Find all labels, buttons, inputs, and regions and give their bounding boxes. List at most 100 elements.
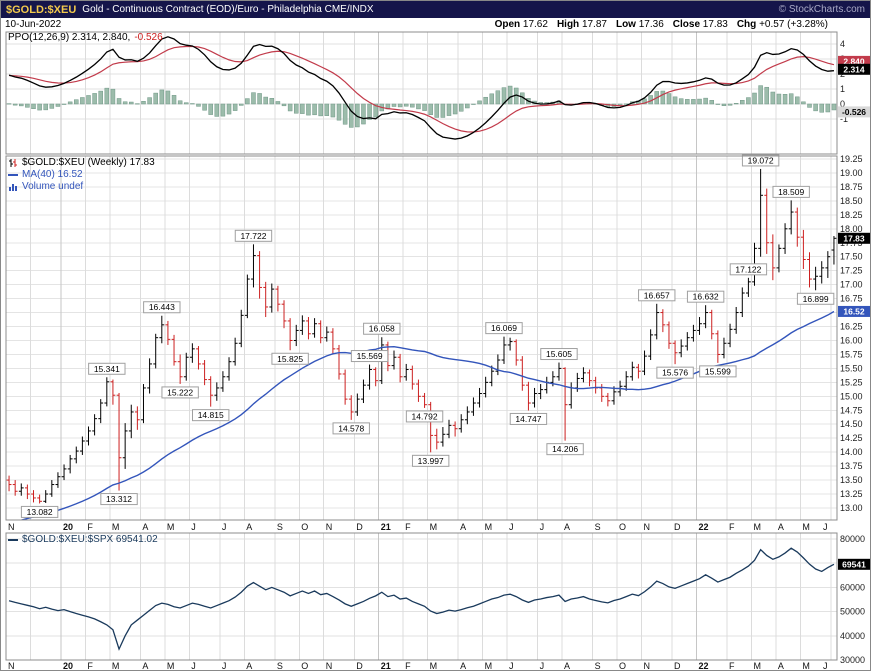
svg-text:J: J <box>540 661 545 671</box>
svg-text:15.75: 15.75 <box>840 349 863 359</box>
svg-text:2.314: 2.314 <box>843 64 865 74</box>
svg-text:A: A <box>246 522 252 532</box>
svg-text:14.75: 14.75 <box>840 405 863 415</box>
svg-text:D: D <box>674 661 681 671</box>
svg-text:14.578: 14.578 <box>338 423 364 433</box>
svg-text:17.122: 17.122 <box>735 264 761 274</box>
svg-text:N: N <box>643 661 650 671</box>
svg-text:13.25: 13.25 <box>840 489 863 499</box>
svg-text:A: A <box>460 661 466 671</box>
svg-text:18.00: 18.00 <box>840 224 863 234</box>
svg-text:M: M <box>167 522 175 532</box>
svg-text:18.50: 18.50 <box>840 196 863 206</box>
svg-text:-1: -1 <box>840 114 848 124</box>
svg-text:1: 1 <box>840 84 845 94</box>
svg-text:16.25: 16.25 <box>840 322 863 332</box>
quote-close: Close 17.83 <box>672 19 728 30</box>
svg-text:15.576: 15.576 <box>662 368 688 378</box>
svg-text:J: J <box>823 661 828 671</box>
svg-text:13.082: 13.082 <box>27 507 53 517</box>
svg-text:18.509: 18.509 <box>778 187 804 197</box>
svg-text:16.069: 16.069 <box>491 323 517 333</box>
svg-text:J: J <box>823 522 828 532</box>
svg-text:14.00: 14.00 <box>840 447 863 457</box>
svg-text:15.599: 15.599 <box>705 366 731 376</box>
svg-text:18.25: 18.25 <box>840 210 863 220</box>
svg-text:S: S <box>595 661 601 671</box>
svg-text:16.52: 16.52 <box>843 306 865 316</box>
svg-text:J: J <box>509 522 514 532</box>
svg-text:J: J <box>509 661 514 671</box>
svg-text:M: M <box>112 661 120 671</box>
svg-text:16.00: 16.00 <box>840 335 863 345</box>
svg-text:F: F <box>729 522 735 532</box>
svg-text:M: M <box>753 522 761 532</box>
svg-text:13.312: 13.312 <box>106 494 132 504</box>
svg-text:21: 21 <box>381 522 391 532</box>
stockcharts-copyright-link[interactable]: © StockCharts.com <box>778 4 865 15</box>
svg-text:15.50: 15.50 <box>840 363 863 373</box>
quote-open: Open 17.62 <box>494 19 548 30</box>
svg-text:17.722: 17.722 <box>240 231 266 241</box>
svg-text:18.75: 18.75 <box>840 182 863 192</box>
svg-text:69541: 69541 <box>842 559 866 569</box>
svg-text:A: A <box>142 661 148 671</box>
svg-text:M: M <box>430 522 438 532</box>
svg-text:14.747: 14.747 <box>515 414 541 424</box>
svg-text:D: D <box>674 522 681 532</box>
svg-text:S: S <box>277 661 283 671</box>
svg-text:O: O <box>619 661 626 671</box>
svg-text:N: N <box>326 661 333 671</box>
svg-text:16.632: 16.632 <box>693 292 719 302</box>
svg-text:60000: 60000 <box>840 582 865 592</box>
svg-text:15.825: 15.825 <box>277 354 303 364</box>
svg-text:19.00: 19.00 <box>840 168 863 178</box>
chart-header: $GOLD:$XEU Gold - Continuous Contract (E… <box>1 1 870 18</box>
chart-symbol: $GOLD:$XEU <box>6 3 77 16</box>
svg-text:A: A <box>246 661 252 671</box>
svg-text:16.058: 16.058 <box>369 324 395 334</box>
svg-text:13.75: 13.75 <box>840 461 863 471</box>
svg-text:14.25: 14.25 <box>840 433 863 443</box>
svg-text:4: 4 <box>840 39 845 49</box>
svg-text:14.815: 14.815 <box>198 410 224 420</box>
svg-text:A: A <box>564 522 570 532</box>
svg-text:M: M <box>485 661 493 671</box>
svg-text:13.50: 13.50 <box>840 475 863 485</box>
svg-text:20: 20 <box>63 522 73 532</box>
svg-text:16.443: 16.443 <box>149 302 175 312</box>
svg-text:O: O <box>301 522 308 532</box>
quote-high: High 17.87 <box>556 19 607 30</box>
svg-text:J: J <box>191 661 196 671</box>
svg-text:16.657: 16.657 <box>644 290 670 300</box>
svg-text:M: M <box>430 661 438 671</box>
svg-text:M: M <box>167 661 175 671</box>
svg-text:A: A <box>778 661 784 671</box>
quote-bar: 10-Jun-2022 Open 17.62 High 17.87 Low 17… <box>1 18 870 31</box>
svg-text:2.840: 2.840 <box>843 56 865 66</box>
svg-text:A: A <box>564 661 570 671</box>
svg-text:17.50: 17.50 <box>840 252 863 262</box>
svg-text:17.00: 17.00 <box>840 280 863 290</box>
svg-text:F: F <box>729 661 735 671</box>
svg-text:16.75: 16.75 <box>840 294 863 304</box>
svg-text:J: J <box>222 522 227 532</box>
svg-text:21: 21 <box>381 661 391 671</box>
svg-text:15.00: 15.00 <box>840 391 863 401</box>
svg-text:F: F <box>87 661 93 671</box>
svg-text:F: F <box>405 661 411 671</box>
svg-text:19.25: 19.25 <box>840 154 863 164</box>
svg-text:N: N <box>643 522 650 532</box>
svg-text:15.605: 15.605 <box>546 349 572 359</box>
svg-text:M: M <box>802 661 810 671</box>
svg-text:14.792: 14.792 <box>412 411 438 421</box>
svg-text:17.25: 17.25 <box>840 266 863 276</box>
svg-text:13.00: 13.00 <box>840 503 863 513</box>
svg-text:D: D <box>356 522 363 532</box>
svg-text:F: F <box>405 522 411 532</box>
svg-text:N: N <box>8 522 15 532</box>
svg-text:80000: 80000 <box>840 534 865 544</box>
svg-text:D: D <box>356 661 363 671</box>
